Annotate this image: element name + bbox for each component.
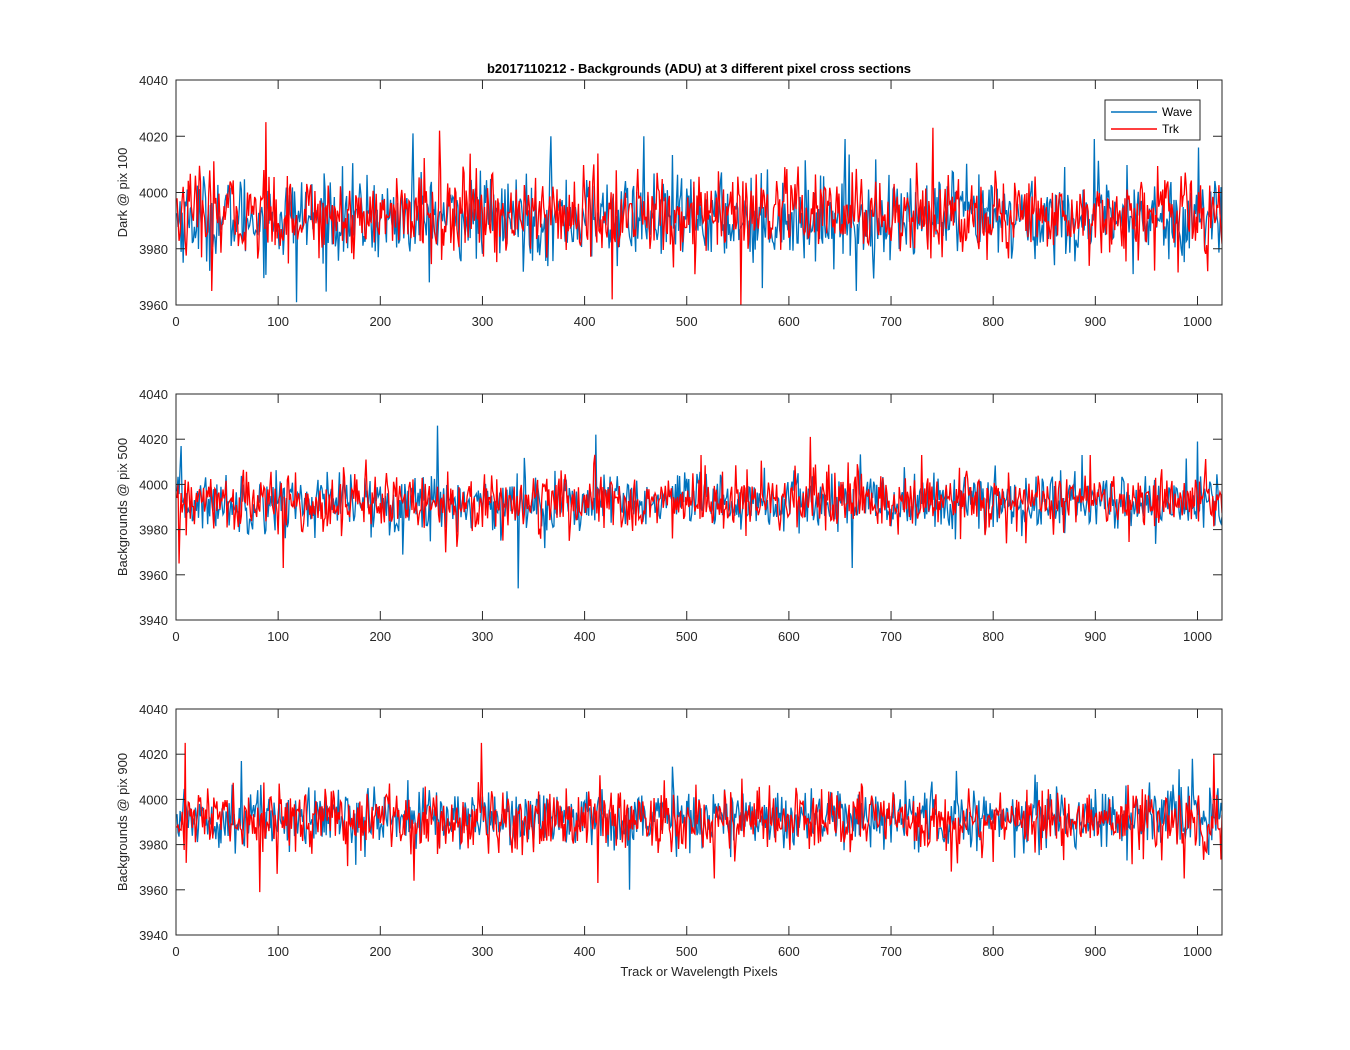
x-tick-label: 900 (1084, 944, 1106, 959)
subplot-backgrounds-pix-500: 0 100 200 300 400 500 600 700 800 900 1000 3940 3960… (115, 387, 1223, 644)
y-tick-label: 3960 (139, 883, 168, 898)
figure-title: b2017110212 - Backgrounds (ADU) at 3 dif… (487, 61, 911, 76)
y-axis-label: Backgrounds @ pix 500 (115, 438, 130, 576)
x-tick-label: 800 (982, 629, 1004, 644)
series-line-trk (176, 436, 1222, 569)
x-tick-label: 300 (472, 314, 494, 329)
x-tick-label: 800 (982, 314, 1004, 329)
x-tick-label: 800 (982, 944, 1004, 959)
y-tick-label: 4020 (139, 432, 168, 447)
y-axis-label: Backgrounds @ pix 900 (115, 753, 130, 891)
x-tick-label: 100 (267, 629, 289, 644)
x-tick-label: 200 (369, 944, 391, 959)
x-tick-label: 900 (1084, 314, 1106, 329)
series-line-wave (176, 425, 1222, 589)
x-tick-label: 400 (574, 314, 596, 329)
y-tick-label: 4040 (139, 73, 168, 88)
legend-box (1104, 99, 1201, 141)
y-tick-label: 3940 (139, 928, 168, 943)
x-tick-label: 200 (369, 314, 391, 329)
legend-label-wave: Wave (1162, 105, 1193, 119)
x-tick-label: 900 (1084, 629, 1106, 644)
x-tick-label: 300 (472, 629, 494, 644)
x-tick-label: 700 (880, 944, 902, 959)
x-tick-label: 400 (574, 629, 596, 644)
series-line-trk (176, 742, 1222, 893)
x-tick-label: 300 (472, 944, 494, 959)
y-tick-label: 3960 (139, 298, 168, 313)
x-tick-label: 600 (778, 944, 800, 959)
y-tick-label: 4020 (139, 129, 168, 144)
x-tick-label: 600 (778, 314, 800, 329)
subplot-backgrounds-pix-900: 0 100 200 300 400 500 600 700 800 900 1000 3940 3960… (115, 702, 1223, 959)
x-tick-label: 500 (676, 944, 698, 959)
x-tick-label: 500 (676, 629, 698, 644)
y-tick-label: 4000 (139, 792, 168, 807)
x-tick-label: 500 (676, 314, 698, 329)
y-tick-label: 3980 (139, 838, 168, 853)
axes-frame (175, 393, 1223, 621)
y-axis-label: Dark @ pix 100 (115, 148, 130, 238)
x-tick-label: 0 (172, 629, 179, 644)
x-tick-label: 200 (369, 629, 391, 644)
x-tick-label: 0 (172, 314, 179, 329)
y-tick-label: 3980 (139, 242, 168, 257)
y-tick-label: 3960 (139, 568, 168, 583)
y-tick-label: 4000 (139, 186, 168, 201)
x-tick-label: 1000 (1183, 314, 1212, 329)
legend-label-trk: Trk (1162, 122, 1180, 136)
x-tick-label: 0 (172, 944, 179, 959)
legend: Wave Trk (1104, 99, 1201, 141)
y-tick-label: 4040 (139, 702, 168, 717)
x-tick-label: 700 (880, 629, 902, 644)
subplot-dark-pix-100: 0 100 200 300 400 500 600 700 800 900 1000 3960 3980… (115, 73, 1223, 329)
x-tick-label: 1000 (1183, 944, 1212, 959)
x-tick-label: 600 (778, 629, 800, 644)
x-tick-label: 1000 (1183, 629, 1212, 644)
axes-frame (175, 708, 1223, 936)
x-tick-label: 100 (267, 944, 289, 959)
x-tick-label: 400 (574, 944, 596, 959)
x-axis-label: Track or Wavelength Pixels (620, 964, 778, 979)
series-line-trk (176, 122, 1222, 305)
x-tick-label: 100 (267, 314, 289, 329)
series-line-wave (176, 758, 1222, 890)
y-tick-label: 3980 (139, 523, 168, 538)
y-tick-label: 4020 (139, 747, 168, 762)
y-tick-label: 4040 (139, 387, 168, 402)
y-tick-label: 3940 (139, 613, 168, 628)
y-tick-label: 4000 (139, 477, 168, 492)
x-tick-label: 700 (880, 314, 902, 329)
